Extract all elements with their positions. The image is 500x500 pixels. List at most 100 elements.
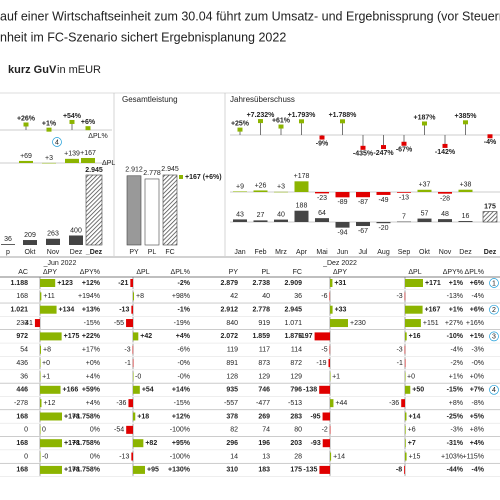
table-bar <box>329 345 331 354</box>
table-cell: 0% <box>90 427 100 434</box>
table-cell: +178 <box>64 440 80 447</box>
variance-bar <box>65 158 79 163</box>
category-label: Nov <box>47 249 60 256</box>
header-line: nheit im FC-Szenario sichert Ergebnispla… <box>0 30 286 44</box>
table-bar <box>319 385 330 394</box>
table-cell: 175 <box>290 467 302 474</box>
table-bar <box>322 412 330 421</box>
table-cell: 36 <box>294 293 302 300</box>
table-bar <box>40 305 57 314</box>
category-label: Nov <box>439 249 452 256</box>
table-cell: 872 <box>290 360 302 367</box>
column-header: ΔPL% <box>171 269 190 276</box>
table-bar <box>330 372 331 381</box>
table-cell: -8% <box>472 400 484 407</box>
table-cell: -4% <box>451 347 463 354</box>
bar-label: 16 <box>462 213 470 220</box>
bar-label: 36 <box>4 236 12 243</box>
section-title: kurz GuV <box>8 64 57 76</box>
pin-label: -67% <box>396 147 413 154</box>
table-cell: +7 <box>408 440 416 447</box>
table-cell: 1.875 <box>284 333 302 340</box>
bar <box>23 240 37 245</box>
table-cell: 919 <box>258 320 270 327</box>
table-cell: -31% <box>447 440 464 447</box>
bar <box>126 175 142 246</box>
table-cell: 54 <box>20 347 28 354</box>
table-bar <box>40 279 56 287</box>
variance-bar <box>417 189 432 192</box>
table-cell: -100% <box>170 427 190 434</box>
table-cell: 0 <box>24 427 28 434</box>
table-cell: -21 <box>118 280 128 287</box>
column-header: PY <box>229 269 239 276</box>
table-cell: 436 <box>16 360 28 367</box>
table-bar <box>405 372 406 381</box>
table-bar <box>330 452 332 461</box>
table-cell: -477 <box>256 400 270 407</box>
table-bar <box>40 412 62 421</box>
table-cell: +1 <box>42 373 50 380</box>
variance-label: +3 <box>45 155 53 162</box>
table-cell: +166 <box>63 387 79 394</box>
table-bar <box>405 305 423 314</box>
table-bar <box>329 425 331 434</box>
table-bar <box>405 332 407 341</box>
table-cell: 42 <box>230 293 238 300</box>
table-bar <box>131 452 133 461</box>
table-cell: 28 <box>294 453 302 460</box>
table-cell: 203 <box>290 440 302 447</box>
table-cell: +6% <box>470 280 485 287</box>
table-bar <box>404 345 406 354</box>
table-cell: 129 <box>290 373 302 380</box>
table-cell: +8 <box>136 293 144 300</box>
table-bar <box>126 319 133 328</box>
table-bar <box>40 345 41 354</box>
table-cell: -3 <box>124 347 130 354</box>
pin-label: +187% <box>414 114 437 121</box>
bar-label: 263 <box>47 231 59 238</box>
pin-label: +25% <box>231 120 250 127</box>
table-bar <box>130 279 133 287</box>
pin-label: +26% <box>17 115 36 122</box>
table-bar <box>133 412 136 421</box>
table-cell: -0% <box>178 360 190 367</box>
pin-head <box>463 120 468 125</box>
table-cell: +8% <box>470 427 484 434</box>
category-label: Sep <box>398 249 411 256</box>
category-label: _Dez <box>85 249 103 256</box>
table-cell: +134 <box>59 307 75 314</box>
bar-label: 188 <box>296 203 308 210</box>
category-label: Okt <box>419 249 430 256</box>
table-cell: +0% <box>86 360 100 367</box>
pin-label: +385% <box>455 113 478 120</box>
bar <box>162 174 178 246</box>
table-cell: -15% <box>447 387 464 394</box>
bar <box>458 221 473 222</box>
table-cell: +5% <box>470 413 485 420</box>
bar <box>356 222 370 227</box>
bar <box>233 219 247 222</box>
variance-label: -23 <box>317 195 327 202</box>
table-cell: +14% <box>172 387 191 394</box>
category-label: Dez <box>459 249 472 256</box>
table-cell: -41 <box>23 320 33 327</box>
variance-label: +139 <box>64 151 80 158</box>
category-label: p <box>6 249 10 256</box>
table-cell: 13 <box>262 453 270 460</box>
table-cell: 14 <box>230 453 238 460</box>
table-cell: 269 <box>258 413 270 420</box>
table-cell: +16% <box>466 320 484 327</box>
table-bar <box>405 425 406 434</box>
period-label: _Dez 2022 <box>322 260 357 267</box>
table-cell: 840 <box>226 320 238 327</box>
table-cell: +98% <box>172 293 190 300</box>
period-label: _Jun 2022 <box>43 260 77 267</box>
variance-label: +26 <box>255 182 267 189</box>
table-cell: +178 <box>64 467 80 474</box>
table-cell: +103% <box>441 453 463 460</box>
variance-bar <box>335 192 350 198</box>
table-cell: 2.879 <box>220 280 238 287</box>
table-cell: +6% <box>470 307 485 314</box>
table-cell: +31 <box>334 280 346 287</box>
